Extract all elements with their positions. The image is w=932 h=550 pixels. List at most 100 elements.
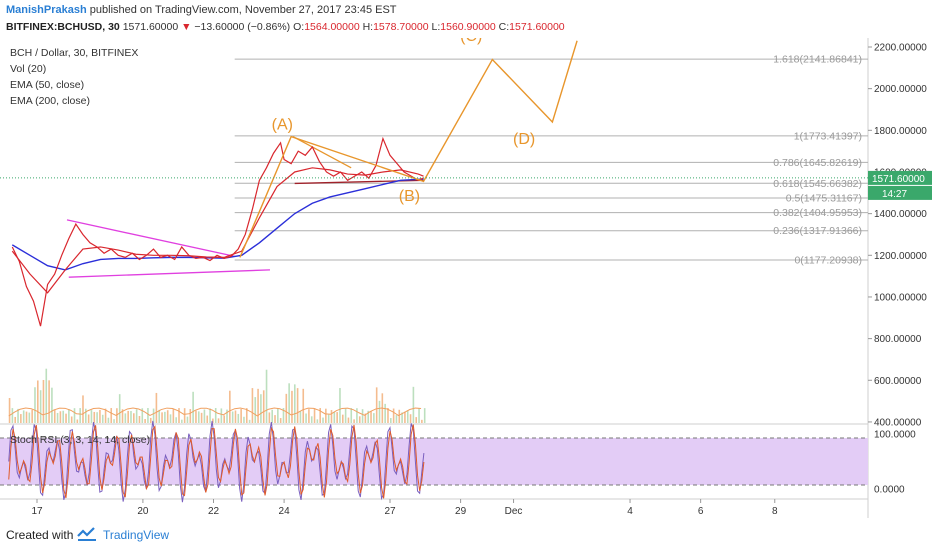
fib-level-label: 0(1177.20938) [794, 255, 862, 267]
volume-bar [401, 412, 403, 423]
volume-bar [223, 415, 225, 423]
volume-bar [203, 409, 206, 423]
volume-bar [347, 417, 350, 423]
volume-bar [212, 418, 214, 423]
volume-bar [367, 410, 370, 423]
x-tick-label: 20 [137, 506, 149, 517]
volume-bar [31, 409, 33, 423]
close-value: 1571.60000 [509, 21, 565, 33]
triangle-lower-line [68, 269, 271, 278]
tradingview-brand[interactable]: TradingView [103, 528, 170, 542]
triangle-upper-line [66, 219, 235, 257]
volume-bar [262, 390, 265, 423]
volume-bar [415, 417, 418, 423]
volume-bar [325, 408, 327, 423]
volume-bar [364, 413, 367, 423]
volume-bar [14, 416, 17, 423]
volume-bar [274, 415, 276, 423]
volume-ma-line [8, 407, 422, 417]
volume-bar [25, 411, 28, 423]
volume-bar [265, 369, 268, 423]
volume-bar [412, 386, 415, 423]
published-text: published on TradingView.com, November 2… [89, 4, 397, 16]
volume-bar [209, 408, 211, 423]
volume-bar [17, 408, 19, 423]
volume-bar [96, 412, 98, 423]
x-tick-label: 4 [627, 506, 633, 517]
countdown-tag-text: 14:27 [882, 189, 907, 200]
volume-bar [333, 412, 336, 423]
volume-bar [234, 410, 237, 423]
volume-bar [121, 409, 124, 423]
volume-bar [59, 411, 62, 423]
volume-bar [149, 417, 152, 423]
volume-bar [183, 408, 186, 423]
volume-bar [378, 400, 381, 423]
volume-bar [99, 409, 101, 423]
volume-bar [56, 412, 59, 423]
volume-bar [147, 408, 149, 423]
volume-bar [336, 412, 338, 423]
volume-bar [152, 408, 155, 423]
last-price-tag-text: 1571.60000 [872, 174, 925, 185]
volume-bar [39, 390, 42, 423]
change-arrow-icon: ▼ [181, 21, 192, 33]
volume-bar [28, 412, 31, 423]
volume-bar [144, 419, 146, 423]
pane-legend: BCH / Dollar, 30, BITFINEX Vol (20) EMA … [10, 47, 138, 107]
volume-bar [76, 419, 79, 423]
volume-bar [277, 408, 279, 423]
volume-bar [257, 388, 259, 423]
volume-bar [34, 387, 36, 423]
y-tick-label: 1000.00000 [874, 292, 927, 303]
volume-bar [356, 408, 358, 423]
price-line [11, 136, 424, 327]
high-value: 1578.70000 [373, 21, 429, 33]
author-link[interactable]: ManishPrakash [6, 4, 87, 16]
fib-level-label: 0.618(1545.66382) [773, 178, 862, 190]
volume-bar [254, 397, 257, 423]
volume-bar [11, 408, 14, 423]
volume-bar [104, 408, 107, 423]
volume-bar [133, 413, 135, 423]
volume-bar [195, 410, 197, 423]
volume-bar [245, 408, 248, 423]
volume-bar [186, 416, 189, 423]
volume-bar [418, 408, 420, 423]
volume-bar [113, 419, 115, 423]
volume-bar [197, 411, 200, 423]
volume-bar [308, 409, 310, 423]
low-value: 1560.90000 [440, 21, 496, 33]
volume-bar [93, 411, 96, 423]
volume-bars [8, 368, 426, 423]
volume-bar [124, 413, 127, 423]
stoch-rsi-label: Stoch RSI (3, 3, 14, 14, close) [10, 434, 150, 446]
ohlc-line: BITFINEX:BCHUSD, 30 1571.60000 ▼ −13.600… [6, 21, 565, 33]
volume-bar [192, 391, 194, 423]
volume-bar [110, 408, 113, 423]
volume-bar [421, 419, 423, 423]
volume-bar [62, 410, 65, 423]
close-label: C: [498, 21, 510, 33]
volume-bar [53, 409, 56, 423]
price-chart[interactable]: 1.618(2141.86841) 1(1773.41397) 0.786(1645… [0, 38, 932, 518]
volume-bar [138, 416, 141, 423]
volume-bar [243, 416, 245, 423]
volume-bar [344, 408, 347, 423]
volume-bar [172, 408, 175, 423]
volume-bar [390, 418, 392, 423]
x-tick-label: 27 [384, 506, 396, 517]
volume-bar [248, 419, 251, 423]
volume-bar [141, 408, 144, 423]
volume-bar [395, 415, 398, 423]
fib-level-label: 1.618(2141.86841) [773, 54, 862, 66]
volume-bar [20, 414, 22, 423]
volume-bar [384, 403, 386, 423]
x-tick-label: 8 [772, 506, 778, 517]
volume-bar [291, 390, 293, 423]
last-price: 1571.60000 [122, 21, 179, 33]
y-tick-label: 1400.00000 [874, 209, 927, 220]
x-tick-label: 22 [208, 506, 220, 517]
wave-projection: (A) (B) (C) (D) [239, 38, 578, 258]
fib-level-label: 0.786(1645.82619) [773, 157, 862, 169]
